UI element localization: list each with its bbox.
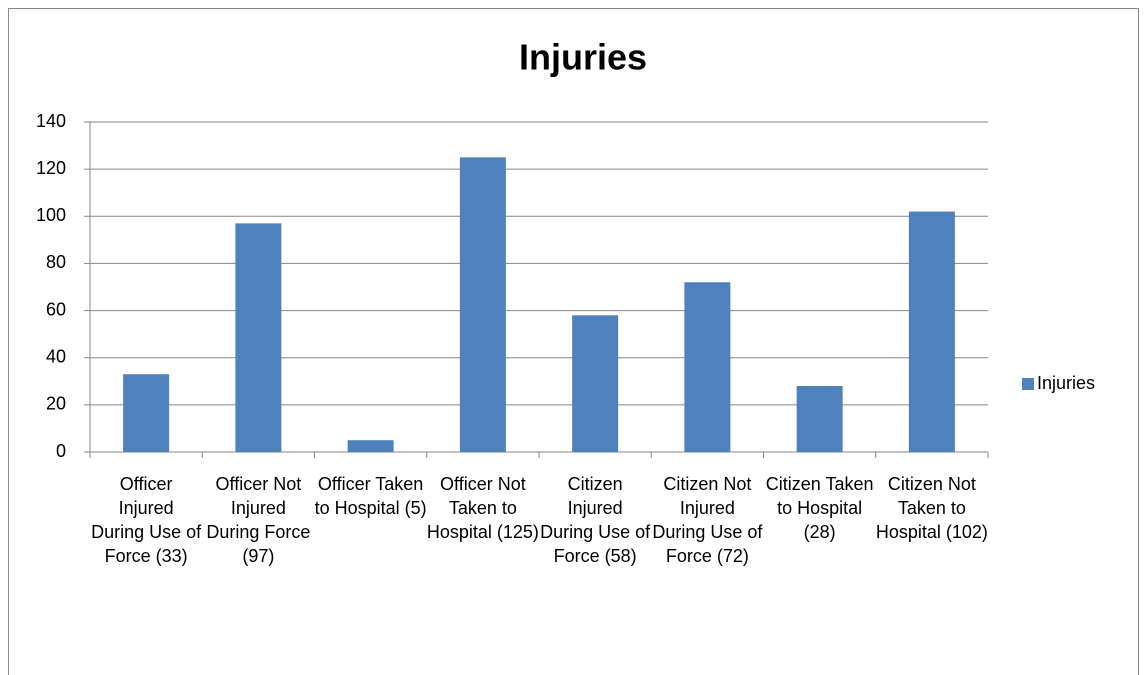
bar — [123, 374, 170, 452]
bar — [572, 315, 619, 452]
y-tick-label: 40 — [46, 346, 66, 366]
bar — [459, 157, 506, 452]
y-tick-label: 140 — [36, 111, 66, 131]
bar — [684, 282, 731, 452]
legend-label: Injuries — [1037, 373, 1095, 393]
x-tick-label: Citizen Not Injured During Use of Force … — [652, 474, 763, 566]
y-tick-label: 0 — [56, 441, 66, 461]
y-tick-label: 120 — [36, 158, 66, 178]
chart-title: Injuries — [519, 37, 647, 78]
x-tick-label: Officer Taken to Hospital (5) — [314, 474, 427, 518]
x-tick-label: Officer Injured During Use of Force (33) — [91, 474, 202, 566]
chart-border — [8, 8, 1139, 675]
bar — [235, 223, 282, 452]
x-tick-label: Citizen Injured During Use of Force (58) — [540, 474, 651, 566]
y-tick-label: 60 — [46, 299, 66, 319]
x-tick-label: Citizen Not Taken to Hospital (102) — [875, 474, 988, 542]
y-tick-label: 100 — [36, 205, 66, 225]
y-tick-label: 20 — [46, 394, 66, 414]
y-tick-label: 80 — [46, 252, 66, 272]
bar — [908, 211, 955, 452]
x-tick-label: Officer Not Injured During Force (97) — [206, 474, 311, 566]
x-tick-label: Citizen Taken to Hospital (28) — [765, 474, 874, 542]
x-tick-label: Officer Not Taken to Hospital (125) — [426, 474, 539, 542]
bar — [796, 386, 843, 452]
legend-swatch — [1022, 378, 1034, 390]
bar — [347, 440, 394, 452]
